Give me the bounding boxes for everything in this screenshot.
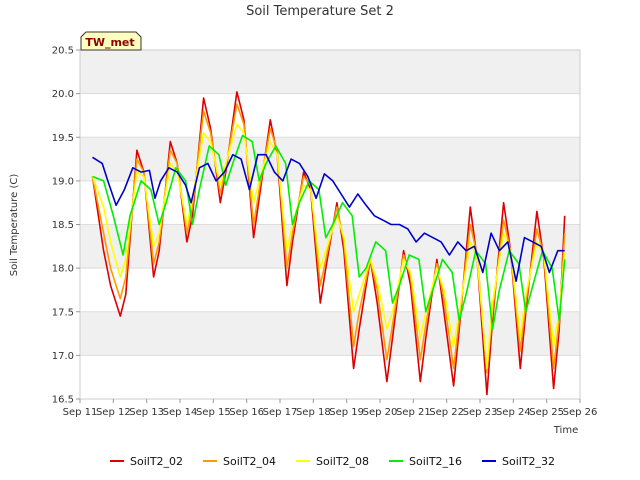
y-tick-label: 19.5 [52,133,74,144]
plot-band [80,93,580,138]
legend-label: SoilT2_04 [223,455,276,468]
x-tick-label: Sep 16 [229,407,264,418]
y-tick-label: 18.0 [52,264,74,275]
x-tick-label: Sep 18 [296,407,331,418]
x-tick-label: Sep 26 [563,407,598,418]
x-tick-label: Sep 14 [163,407,198,418]
x-tick-label: Sep 20 [363,407,398,418]
legend-label: SoilT2_16 [409,455,462,468]
legend-label: SoilT2_02 [130,455,183,468]
plot-band [80,137,580,181]
y-tick-label: 19.0 [52,176,74,187]
site-badge: TW_met [80,31,142,51]
legend-label: SoilT2_08 [316,455,369,468]
x-tick-label: Sep 17 [263,407,298,418]
legend-label: SoilT2_32 [502,455,555,468]
y-tick-label: 20.0 [52,89,74,100]
x-tick-label: Sep 22 [429,407,464,418]
plot-band [80,50,580,94]
x-tick-label: Sep 23 [463,407,498,418]
y-tick-label: 17.0 [52,351,74,362]
x-tick-label: Sep 15 [196,407,231,418]
y-axis-label: Soil Temperature (C) [9,174,20,277]
x-tick-label: Sep 19 [329,407,364,418]
x-tick-label: Sep 11 [63,407,98,418]
x-tick-label: Sep 24 [496,407,531,418]
y-tick-label: 20.5 [52,46,74,57]
series-line-soilt2-08 [91,123,566,370]
plot-band [80,268,580,312]
x-tick-label: Sep 12 [96,407,131,418]
chart-title: Soil Temperature Set 2 [246,4,394,19]
plot-band [80,355,580,399]
plot-band [80,311,580,356]
legend: SoilT2_02 SoilT2_04 SoilT2_08 SoilT2_16 Soil… [110,455,555,468]
x-tick-label: Sep 25 [529,407,564,418]
x-axis-label: Time [553,425,578,436]
site-badge-shape [80,31,142,51]
x-tick-label: Sep 13 [129,407,164,418]
series-line-soilt2-32 [92,153,565,283]
x-tick-label: Sep 21 [396,407,431,418]
series-lines [91,91,566,396]
series-line-soilt2-16 [92,134,566,331]
plot-band [80,180,580,225]
y-axis-ticks: 16.5 17.0 17.5 18.0 18.5 19.0 19.5 20.0 20.5 [52,46,80,406]
y-tick-label: 17.5 [52,307,74,318]
y-tick-label: 18.5 [52,220,74,231]
y-tick-label: 16.5 [52,395,74,406]
site-badge-label: TW_met [85,36,134,49]
